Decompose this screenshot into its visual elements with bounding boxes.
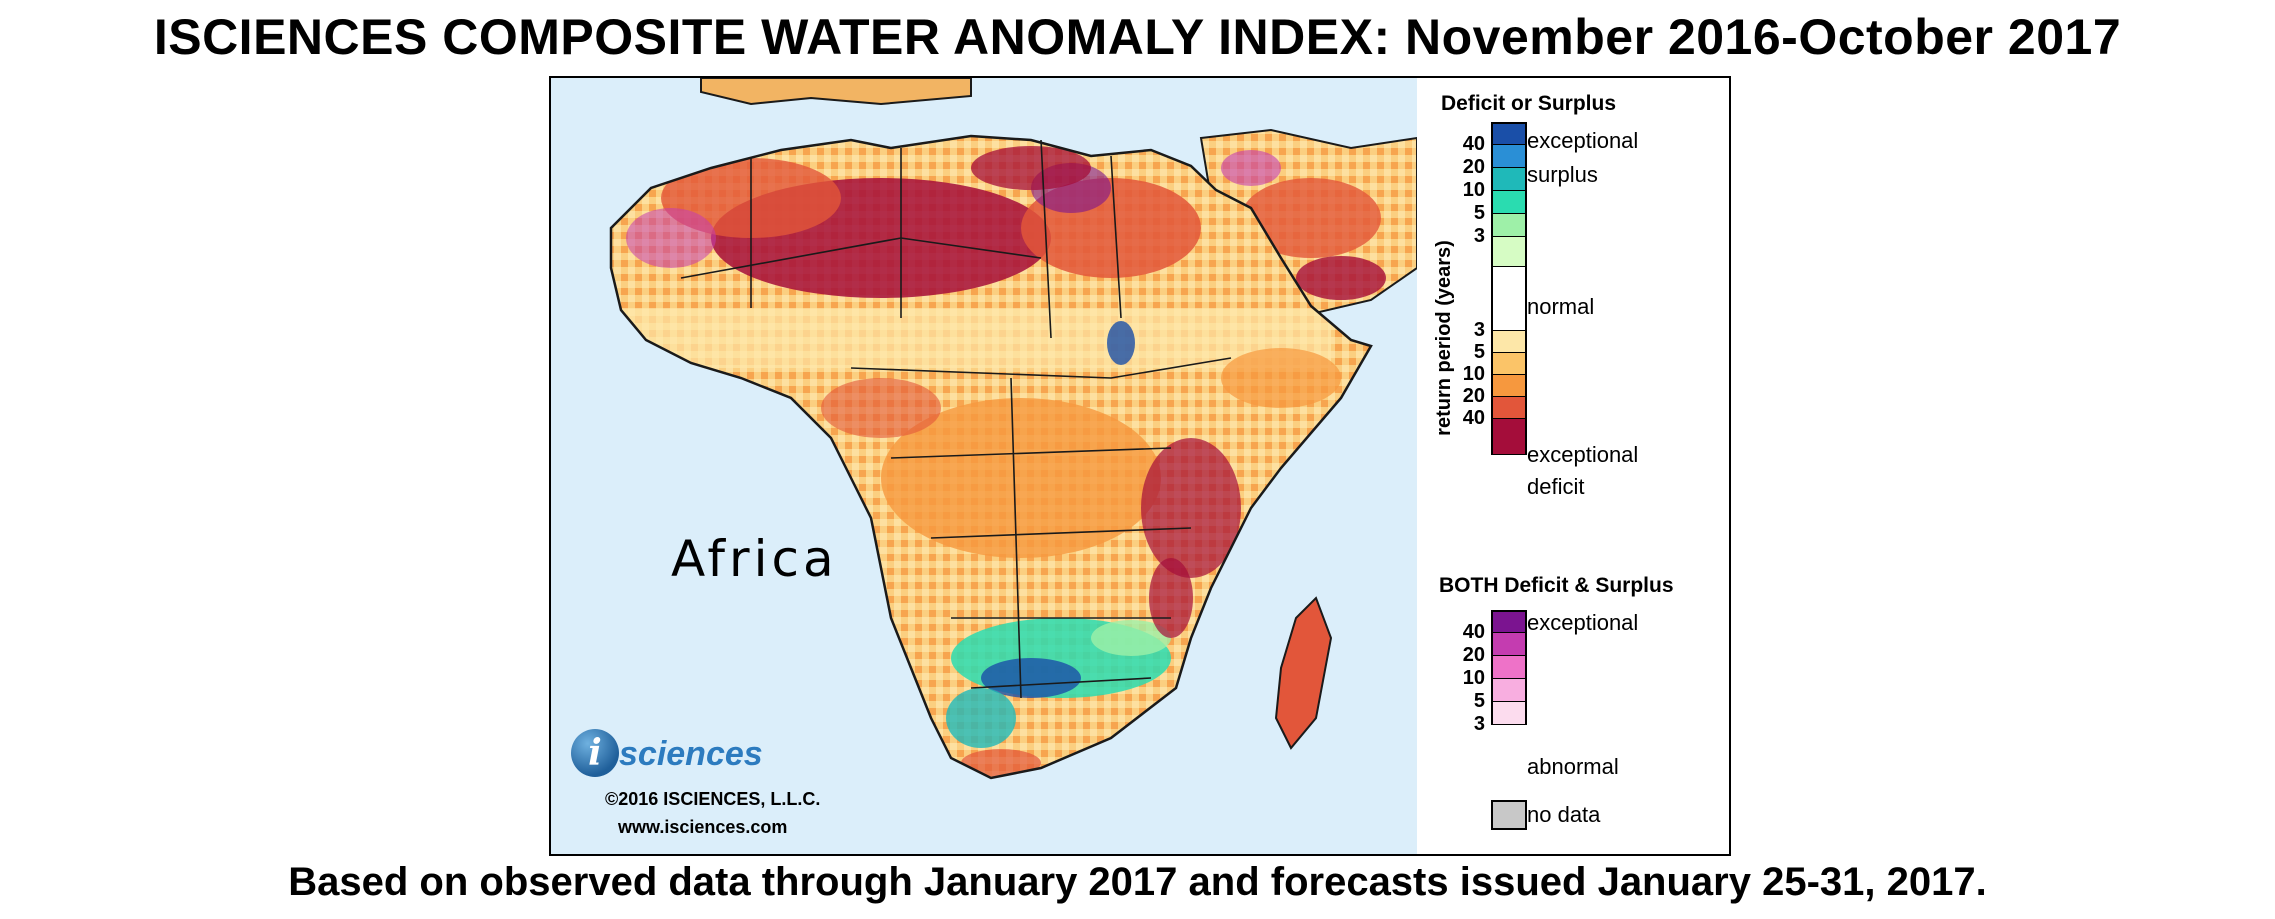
- both-tick-5: 5: [1473, 690, 1485, 712]
- surplus-tick-5: 5: [1473, 202, 1485, 224]
- no-data-swatch: [1491, 800, 1527, 830]
- africa-map-svg: [551, 78, 1417, 854]
- both-tick-10: 10: [1462, 667, 1485, 689]
- surplus-swatch-1: [1491, 122, 1527, 145]
- both-swatch-1: [1491, 610, 1527, 633]
- both-tick-40: 40: [1462, 621, 1485, 643]
- label-exceptional-deficit-line1: exceptional: [1527, 442, 1639, 467]
- legend-title-deficit-surplus: Deficit or Surplus: [1441, 92, 1617, 115]
- deficit-swatch-4: [1491, 397, 1527, 419]
- label-no-data: no data: [1527, 802, 1601, 827]
- legend-title-both: BOTH Deficit & Surplus: [1439, 574, 1674, 597]
- map-frame: Africa i sciences ©2016 ISCIENCES, L.L.C…: [549, 76, 1731, 856]
- surplus-tick-20: 20: [1462, 156, 1485, 178]
- both-tick-3: 3: [1473, 713, 1485, 735]
- deficit-swatch-1: [1491, 331, 1527, 353]
- label-exceptional-surplus-line1: exceptional: [1527, 128, 1639, 153]
- isciences-logo: i sciences ©2016 ISCIENCES, L.L.C. www.i…: [571, 729, 820, 849]
- deficit-tick-5: 5: [1473, 341, 1485, 363]
- deficit-tick-10: 10: [1462, 363, 1485, 385]
- region-label: Africa: [671, 530, 838, 588]
- surplus-tick-10: 10: [1462, 179, 1485, 201]
- map-area: Africa i sciences ©2016 ISCIENCES, L.L.C…: [551, 78, 1417, 854]
- logo-badge-icon: i: [571, 729, 619, 777]
- label-normal: normal: [1527, 294, 1595, 319]
- legend: Deficit or Surplus return period (years)…: [1417, 78, 1729, 854]
- deficit-tick-40: 40: [1462, 407, 1485, 429]
- deficit-tick-3: 3: [1473, 319, 1485, 341]
- deficit-swatch-3: [1491, 375, 1527, 397]
- surplus-swatch-4: [1491, 191, 1527, 214]
- copyright-text: ©2016 ISCIENCES, L.L.C.: [605, 789, 821, 809]
- normal-swatch: [1491, 267, 1527, 331]
- surplus-tick-3: 3: [1473, 225, 1485, 247]
- label-exceptional-deficit-line2: deficit: [1527, 474, 1585, 499]
- both-swatch-2: [1491, 633, 1527, 656]
- website-url: www.isciences.com: [618, 817, 788, 837]
- surplus-swatch-6: [1491, 237, 1527, 267]
- both-tick-20: 20: [1462, 644, 1485, 666]
- madagascar: [1274, 596, 1333, 750]
- label-exceptional-surplus-line2: surplus: [1527, 162, 1598, 187]
- europe-land: [700, 78, 972, 106]
- both-swatch-4: [1491, 679, 1527, 702]
- map-subtitle: Based on observed data through January 2…: [288, 860, 1987, 904]
- deficit-swatch-2: [1491, 353, 1527, 375]
- label-both-abnormal: abnormal: [1527, 754, 1619, 779]
- deficit-swatch-5: [1491, 419, 1527, 455]
- surplus-swatch-2: [1491, 145, 1527, 168]
- logo-wordmark: sciences: [619, 735, 763, 773]
- label-both-exceptional: exceptional: [1527, 610, 1639, 635]
- surplus-swatch-5: [1491, 214, 1527, 237]
- surplus-tick-40: 40: [1462, 133, 1485, 155]
- deficit-tick-20: 20: [1462, 385, 1485, 407]
- both-swatch-3: [1491, 656, 1527, 679]
- country-borders: [680, 139, 1232, 699]
- map-title: ISCIENCES COMPOSITE WATER ANOMALY INDEX:…: [153, 9, 2122, 65]
- both-swatch-5: [1491, 702, 1527, 725]
- surplus-swatch-3: [1491, 168, 1527, 191]
